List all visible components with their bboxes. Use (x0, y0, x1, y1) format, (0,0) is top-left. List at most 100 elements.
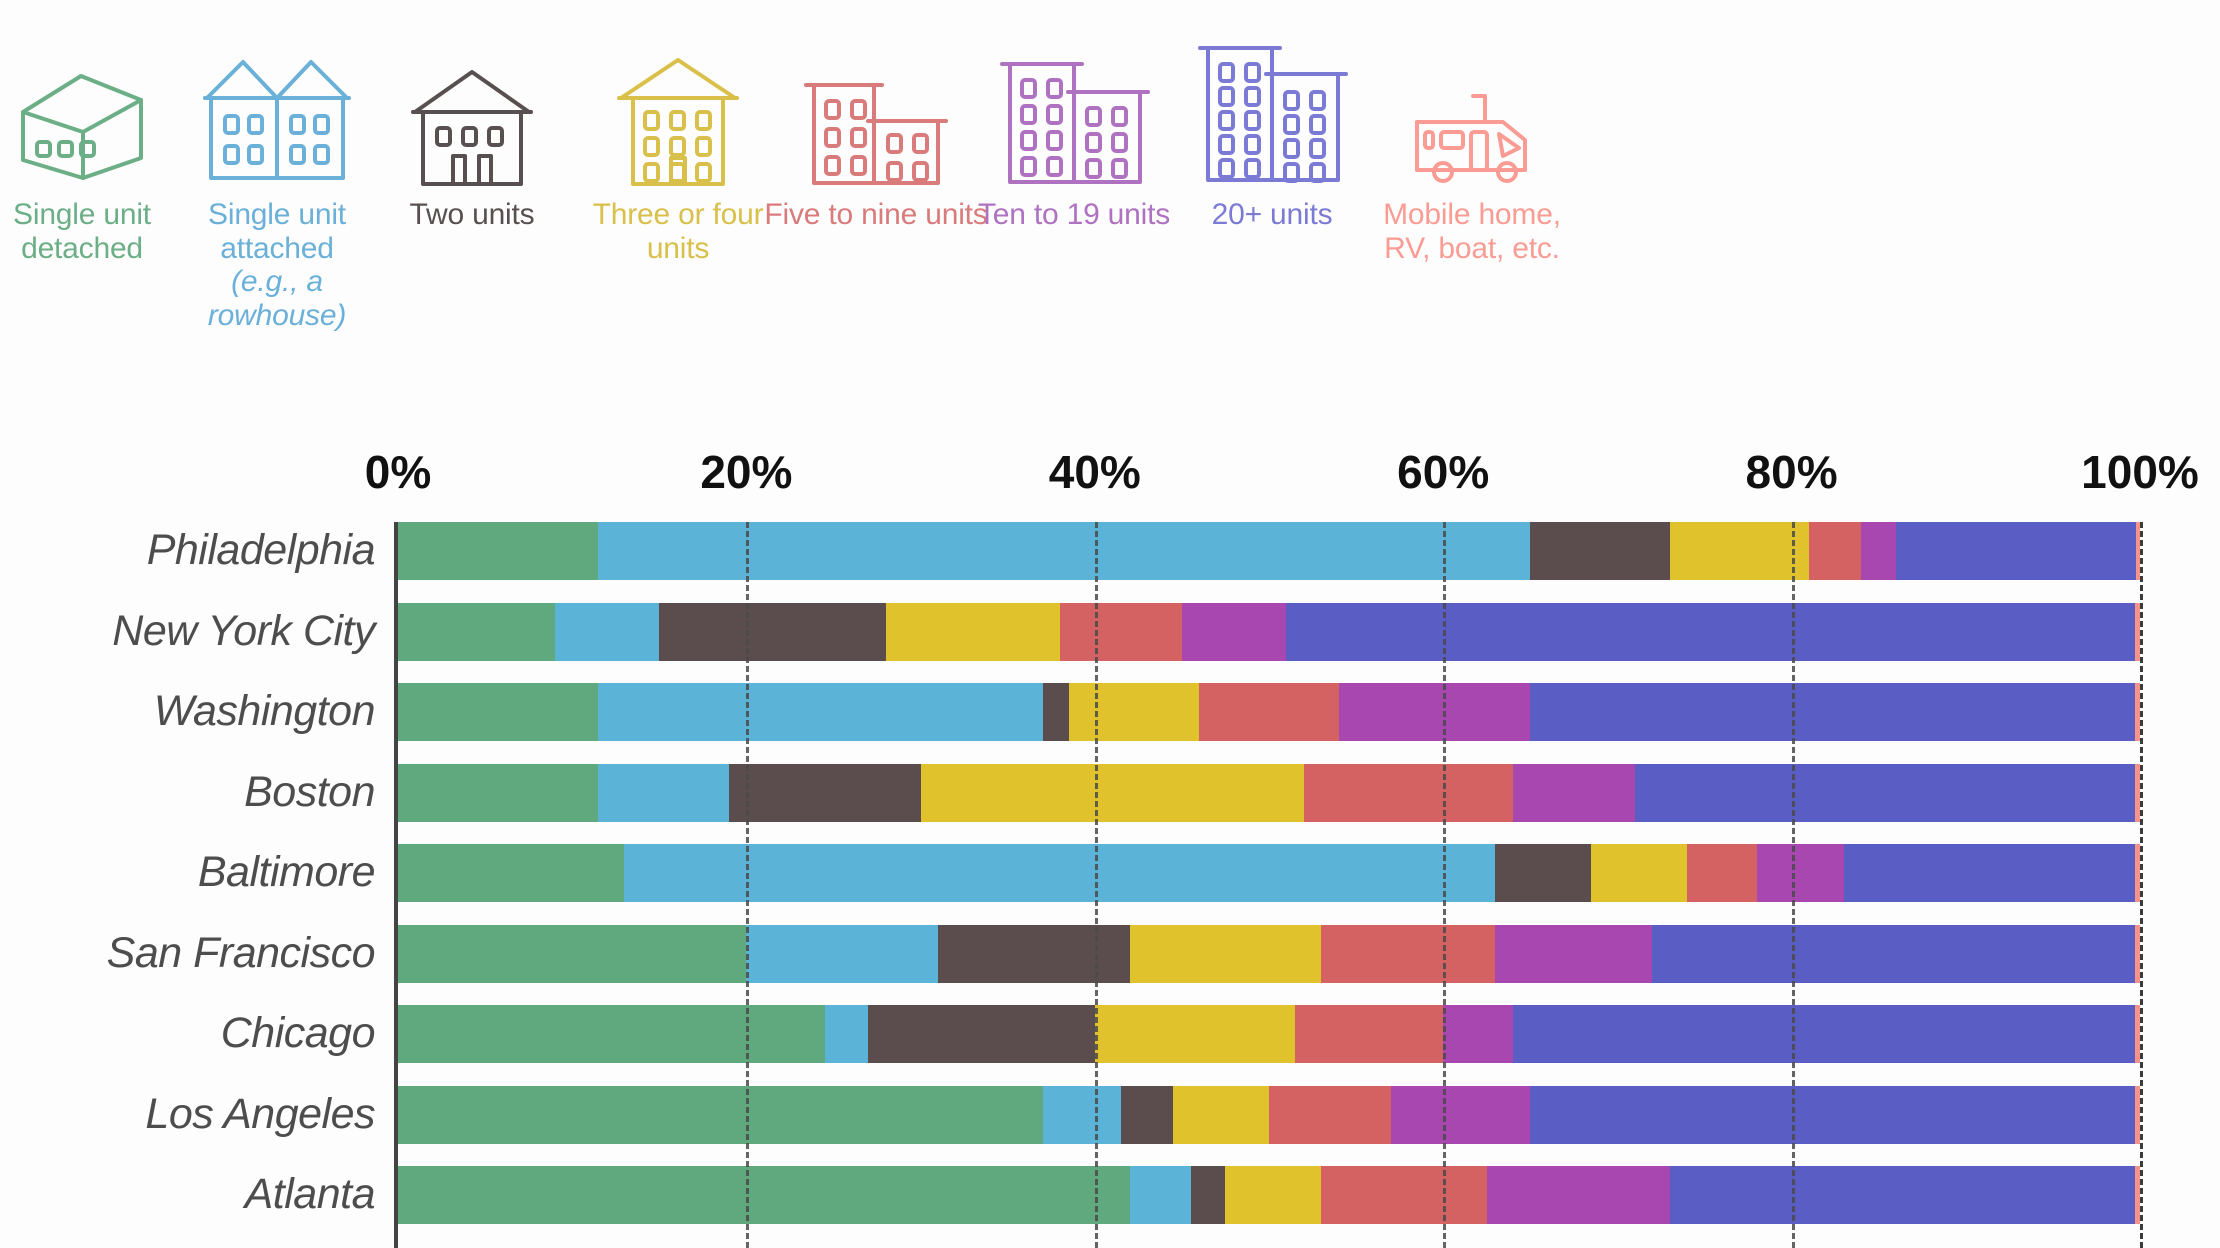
bar-segment-single-unit-detached[interactable] (398, 1005, 825, 1063)
bar-segment-three-or-four-units[interactable] (1094, 1005, 1296, 1063)
bar-segment-three-or-four-units[interactable] (920, 763, 1304, 822)
bar-segment-three-or-four-units[interactable] (885, 602, 1060, 661)
bar-segment-mobile-home[interactable] (2134, 763, 2140, 822)
x-tick-60: 60% (1397, 446, 1490, 498)
bar-segment-mobile-home[interactable] (2136, 522, 2140, 580)
midrise-pair-icon (796, 0, 956, 190)
bar-segment-single-unit-detached[interactable] (398, 844, 625, 902)
bar-segment-single-unit-attached[interactable] (1129, 1166, 1191, 1224)
bar-segment-mobile-home[interactable] (2134, 1005, 2140, 1063)
bar-segment-single-unit-detached[interactable] (398, 1166, 1130, 1224)
bar-segment-twenty-plus-units[interactable] (1896, 522, 2137, 580)
row-label-atlanta: Atlanta (244, 1170, 376, 1218)
bar-segment-ten-to-19-units[interactable] (1512, 763, 1635, 822)
stacked-bar (398, 1166, 2140, 1224)
bar-segment-single-unit-attached[interactable] (1042, 1085, 1121, 1144)
legend-item-single-unit-attached[interactable]: Single unit attached (e.g., a rowhouse) (162, 0, 392, 332)
bar-row[interactable]: Los Angeles (145, 1085, 2140, 1144)
bar-segment-ten-to-19-units[interactable] (1756, 844, 1844, 902)
bar-segment-two-units[interactable] (1190, 1166, 1226, 1224)
bar-segment-ten-to-19-units[interactable] (1861, 522, 1897, 580)
bar-segment-five-to-nine-units[interactable] (1321, 924, 1496, 983)
bar-segment-single-unit-attached[interactable] (824, 1005, 869, 1063)
bar-segment-three-or-four-units[interactable] (1591, 844, 1688, 902)
bar-segment-two-units[interactable] (728, 763, 921, 822)
legend-item-label: Single unit detached (13, 198, 151, 265)
bar-segment-five-to-nine-units[interactable] (1199, 683, 1339, 741)
bar-segment-three-or-four-units[interactable] (1129, 924, 1322, 983)
bar-segment-five-to-nine-units[interactable] (1687, 844, 1757, 902)
bar-row[interactable]: Philadelphia (147, 522, 2140, 580)
bar-row[interactable]: San Francisco (107, 924, 2140, 983)
bar-row[interactable]: Atlanta (245, 1166, 2140, 1224)
bar-segment-single-unit-detached[interactable] (398, 1085, 1043, 1144)
bar-segment-single-unit-detached[interactable] (398, 683, 599, 741)
bar-segment-ten-to-19-units[interactable] (1338, 683, 1531, 741)
bar-segment-twenty-plus-units[interactable] (1634, 763, 2135, 822)
bar-segment-mobile-home[interactable] (2134, 1166, 2140, 1224)
bar-segment-mobile-home[interactable] (2134, 844, 2140, 902)
legend-item-five-to-nine-units[interactable]: Five to nine units (761, 0, 991, 232)
bar-segment-two-units[interactable] (1530, 522, 1670, 580)
bar-segment-two-units[interactable] (868, 1005, 1095, 1063)
bar-segment-mobile-home[interactable] (2134, 924, 2140, 983)
bar-segment-five-to-nine-units[interactable] (1303, 763, 1513, 822)
legend-item-twenty-plus-units[interactable]: 20+ units (1157, 0, 1387, 232)
bar-row[interactable]: Chicago (221, 1005, 2140, 1063)
bar-segment-ten-to-19-units[interactable] (1390, 1085, 1531, 1144)
bar-segment-single-unit-detached[interactable] (398, 763, 599, 822)
bar-segment-twenty-plus-units[interactable] (1652, 924, 2135, 983)
bar-segment-three-or-four-units[interactable] (1068, 683, 1200, 741)
bar-segment-two-units[interactable] (1120, 1085, 1174, 1144)
rv-mobile-home-icon (1407, 0, 1537, 190)
bar-segment-two-units[interactable] (1042, 683, 1069, 741)
bar-segment-ten-to-19-units[interactable] (1181, 602, 1287, 661)
bar-segment-twenty-plus-units[interactable] (1530, 1085, 2135, 1144)
x-tick-100: 100% (2081, 446, 2199, 498)
bar-segment-single-unit-detached[interactable] (398, 602, 555, 661)
bar-segment-single-unit-detached[interactable] (398, 924, 747, 983)
bar-segment-single-unit-attached[interactable] (598, 522, 1531, 580)
bar-segment-five-to-nine-units[interactable] (1268, 1085, 1391, 1144)
legend-item-mobile-home[interactable]: Mobile home, RV, boat, etc. (1357, 0, 1587, 265)
bar-segment-three-or-four-units[interactable] (1669, 522, 1810, 580)
bar-segment-single-unit-attached[interactable] (598, 763, 729, 822)
legend-item-single-unit-detached[interactable]: Single unit detached (0, 0, 197, 265)
bar-segment-two-units[interactable] (938, 924, 1130, 983)
bar-segment-mobile-home[interactable] (2134, 683, 2140, 741)
bar-segment-single-unit-attached[interactable] (624, 844, 1496, 902)
legend-item-ten-to-19-units[interactable]: Ten to 19 units (959, 0, 1189, 232)
bar-segment-two-units[interactable] (1495, 844, 1592, 902)
bar-segment-mobile-home[interactable] (2134, 1085, 2140, 1144)
bar-segment-five-to-nine-units[interactable] (1059, 602, 1182, 661)
bar-segment-single-unit-attached[interactable] (746, 924, 938, 983)
bar-row[interactable]: New York City (112, 602, 2140, 661)
bar-segment-five-to-nine-units[interactable] (1321, 1166, 1487, 1224)
bar-segment-twenty-plus-units[interactable] (1530, 683, 2135, 741)
bar-segment-three-or-four-units[interactable] (1173, 1085, 1269, 1144)
bar-segment-five-to-nine-units[interactable] (1809, 522, 1862, 580)
legend-item-three-or-four-units[interactable]: Three or four units (563, 0, 793, 265)
bar-segment-mobile-home[interactable] (2134, 602, 2140, 661)
bar-row[interactable]: Baltimore (198, 844, 2140, 902)
duplex-attached-icon (197, 0, 357, 190)
bar-segment-single-unit-detached[interactable] (398, 522, 599, 580)
bar-rows: Philadelphia New York City Washington Bosto… (107, 522, 2140, 1248)
bar-segment-ten-to-19-units[interactable] (1495, 924, 1653, 983)
bar-segment-ten-to-19-units[interactable] (1443, 1005, 1513, 1063)
bar-segment-single-unit-attached[interactable] (554, 602, 660, 661)
bar-segment-twenty-plus-units[interactable] (1843, 844, 2135, 902)
legend-item-two-units[interactable]: Two units (357, 0, 587, 232)
bar-segment-five-to-nine-units[interactable] (1295, 1005, 1444, 1063)
bar-segment-three-or-four-units[interactable] (1225, 1166, 1322, 1224)
bar-segment-two-units[interactable] (659, 602, 886, 661)
bar-row[interactable]: Boston (244, 763, 2140, 822)
bar-segment-ten-to-19-units[interactable] (1486, 1166, 1670, 1224)
bar-row[interactable]: Washington (154, 683, 2140, 741)
bar-segment-single-unit-attached[interactable] (598, 683, 1043, 741)
bar-segment-twenty-plus-units[interactable] (1286, 602, 2135, 661)
legend-item-label: Mobile home, RV, boat, etc. (1383, 198, 1561, 265)
bar-segment-twenty-plus-units[interactable] (1512, 1005, 2135, 1063)
bar-segment-twenty-plus-units[interactable] (1669, 1166, 2135, 1224)
